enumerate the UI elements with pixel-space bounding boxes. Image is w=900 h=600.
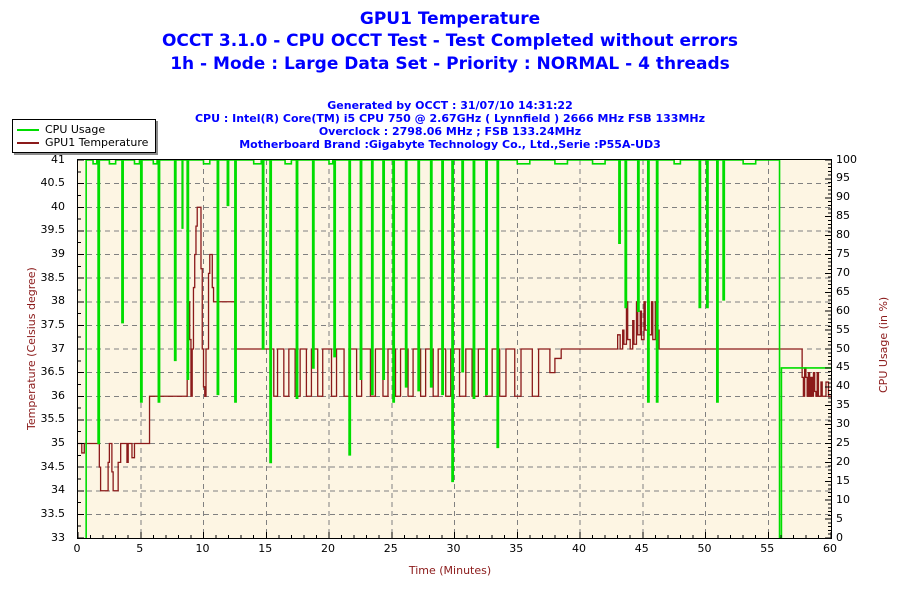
x-axis-tick-label: 50 (697, 542, 712, 555)
y-axis-right-tick-label: 65 (836, 284, 850, 298)
y-axis-left-tick-label: 40.5 (40, 176, 66, 190)
y-axis-right-tick-label: 60 (836, 303, 850, 317)
y-axis-left-tick-label: 41 (51, 152, 65, 166)
y-axis-right-ticks: 0 5 10 15 20 25 30 35 40 45 50 55 60 65 70 75 80 85 90 95 10… (836, 0, 896, 600)
x-axis-tick-label: 5 (136, 542, 144, 555)
y-axis-right-tick-label: 70 (836, 265, 850, 279)
legend-item-cpu-usage: CPU Usage (17, 123, 148, 136)
x-axis-tick-label: 15 (258, 542, 273, 555)
y-axis-left-tick-label: 40 (51, 199, 65, 213)
y-axis-left-tick-label: 35 (51, 436, 65, 449)
y-axis-left-tick-label: 35.5 (40, 412, 66, 426)
y-axis-left-tick-label: 39 (51, 247, 65, 260)
y-axis-right-title: CPU Usage (in %) (877, 296, 890, 393)
chart-legend: CPU Usage GPU1 Temperature (12, 119, 157, 153)
y-axis-right-tick-label: 75 (836, 247, 850, 260)
y-axis-right-tick-label: 55 (836, 322, 850, 336)
chart-title-block: GPU1 Temperature OCCT 3.1.0 - CPU OCCT T… (0, 0, 900, 76)
y-axis-left-tick-label: 34 (51, 483, 65, 497)
y-axis-left-tick-label: 33.5 (40, 506, 66, 520)
x-axis-tick-label: 55 (760, 542, 775, 555)
x-axis-title: Time (Minutes) (408, 564, 492, 577)
y-axis-right-tick-label: 15 (836, 473, 850, 487)
page-title: GPU1 Temperature (359, 9, 541, 29)
legend-swatch-cpu-usage (17, 128, 39, 131)
y-axis-right-tick-label: 20 (836, 454, 850, 468)
y-axis-right-tick-label: 90 (836, 190, 850, 204)
motherboard-info: Motherboard Brand :Gigabyte Technology C… (239, 138, 661, 151)
y-axis-right-tick-label: 50 (836, 341, 850, 355)
generated-timestamp: Generated by OCCT : 31/07/10 14:31:22 (327, 99, 573, 112)
x-axis-tick-label: 20 (321, 542, 335, 555)
y-axis-right-tick-label: 25 (836, 436, 850, 449)
y-axis-right-tick-label: 10 (836, 492, 850, 506)
x-axis-tick-label: 35 (509, 542, 524, 555)
y-axis-left-ticks: 33 33.5 34 34.5 35 35.5 36 36.5 37 37.5 38 38.5 39 39… (0, 0, 72, 600)
y-axis-left-tick-label: 38.5 (40, 270, 66, 284)
x-axis-tick-label: 25 (383, 542, 398, 555)
x-axis-tick-label: 60 (823, 542, 837, 555)
y-axis-left-tick-label: 36.5 (40, 365, 66, 379)
y-axis-right-tick-label: 5 (836, 511, 843, 525)
y-axis-left-tick-label: 34.5 (40, 459, 66, 473)
x-axis-tick-label: 0 (73, 542, 81, 555)
x-axis-tick-label: 45 (634, 542, 649, 555)
y-axis-left-tick-label: 33 (51, 530, 65, 544)
y-axis-right-tick-label: 80 (836, 228, 850, 242)
overclock-info: Overclock : 2798.06 MHz ; FSB 133.24MHz (318, 125, 582, 138)
plot-area (77, 159, 832, 539)
y-axis-right-tick-label: 100 (836, 152, 857, 166)
y-axis-right-tick-label: 35 (836, 398, 850, 412)
y-axis-left-tick-label: 37.5 (40, 317, 66, 331)
y-axis-right-tick-label: 95 (836, 171, 850, 185)
x-axis-tick-label: 10 (195, 542, 210, 555)
y-axis-right-tick-label: 40 (836, 379, 850, 393)
y-axis-right-tick-label: 85 (836, 209, 850, 223)
y-axis-left-tick-label: 39.5 (40, 223, 66, 237)
y-axis-right-tick-label: 45 (836, 360, 850, 374)
cpu-info: CPU : Intel(R) Core(TM) i5 CPU 750 @ 2.6… (194, 112, 705, 125)
legend-swatch-gpu1-temperature (17, 141, 39, 144)
y-axis-left-tick-label: 36 (51, 388, 65, 402)
chart-subtitle-line1: OCCT 3.1.0 - CPU OCCT Test - Test Comple… (161, 31, 739, 51)
chart-subtitle-line2: 1h - Mode : Large Data Set - Priority : … (170, 54, 730, 74)
x-axis-tick-label: 30 (446, 542, 461, 555)
legend-label-gpu1-temperature: GPU1 Temperature (45, 136, 149, 149)
chart-svg (78, 160, 831, 538)
plot-canvas (78, 160, 831, 538)
system-info-block: Generated by OCCT : 31/07/10 14:31:22 CP… (0, 99, 900, 151)
y-axis-left-tick-label: 38 (51, 294, 65, 308)
y-axis-right-tick-label: 30 (836, 417, 850, 431)
y-axis-left-title: Temperature (Celsius degree) (25, 267, 38, 430)
x-axis-tick-label: 40 (572, 542, 586, 555)
legend-item-gpu1-temperature: GPU1 Temperature (17, 136, 148, 149)
y-axis-right-tick-label: 0 (836, 530, 843, 544)
y-axis-left-tick-label: 37 (51, 341, 65, 355)
legend-label-cpu-usage: CPU Usage (45, 123, 106, 136)
